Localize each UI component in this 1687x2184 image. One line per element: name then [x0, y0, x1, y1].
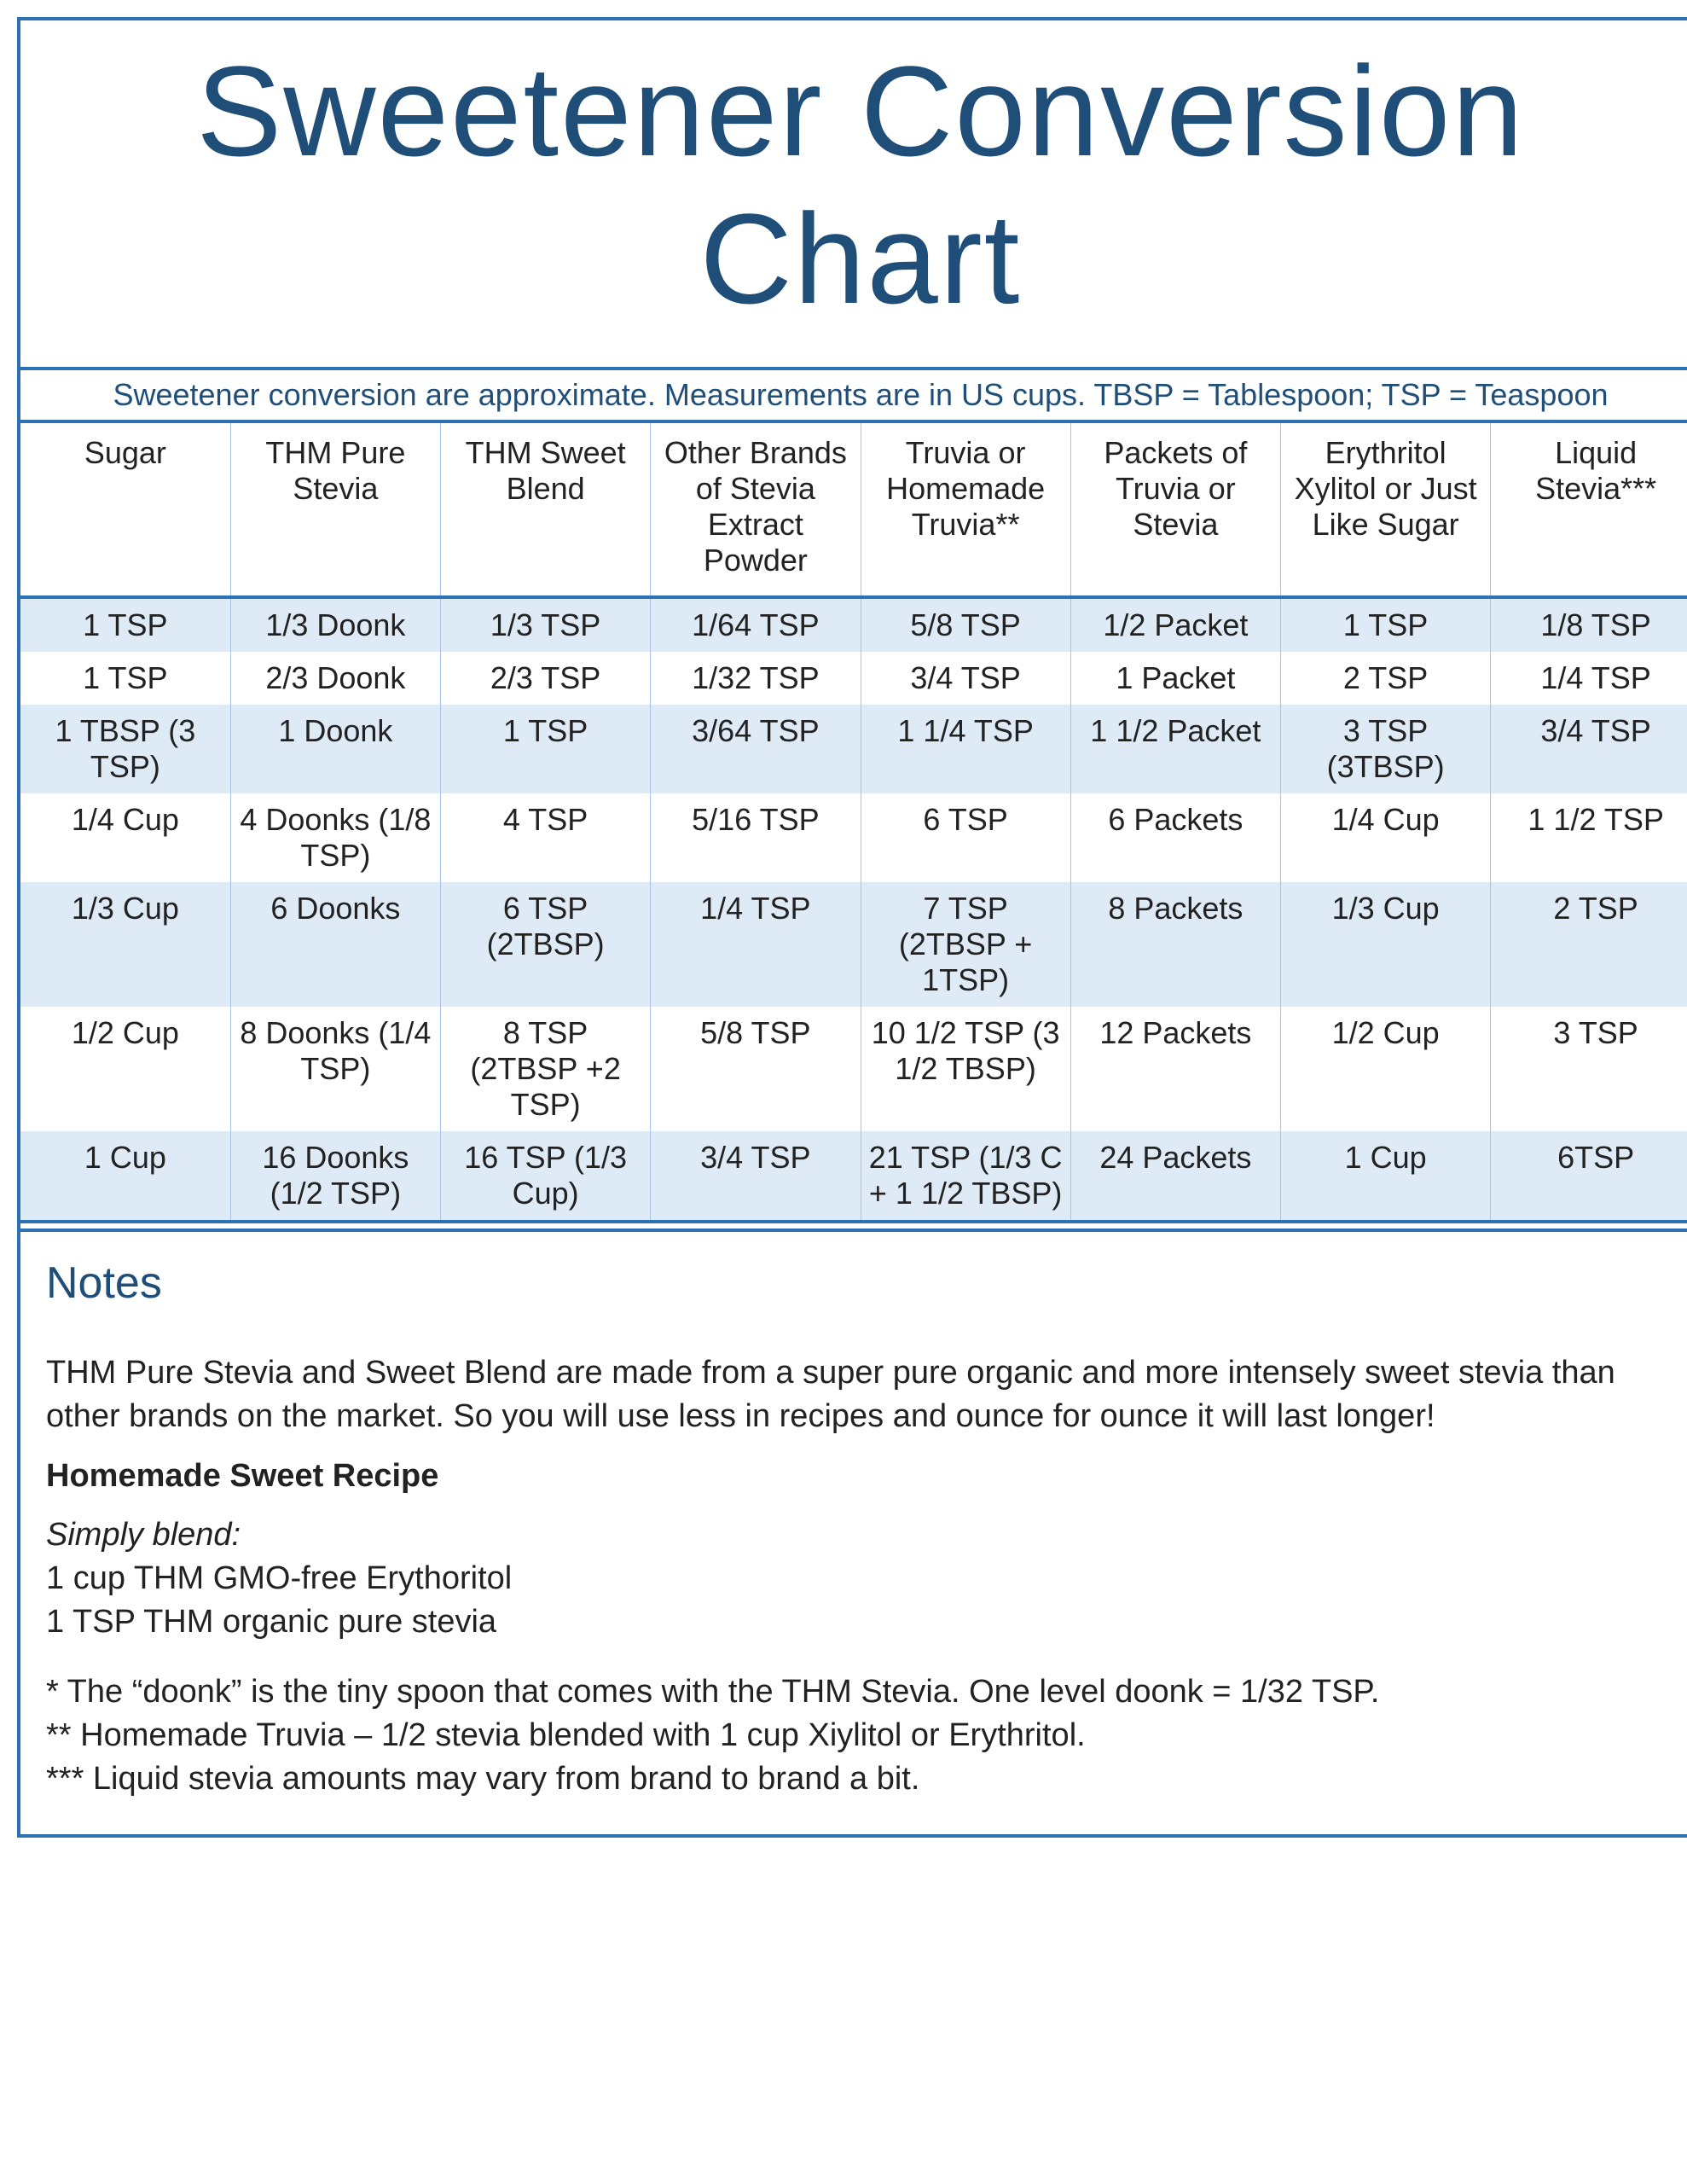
- table-row: 1 TBSP (3 TSP) 1 Doonk 1 TSP 3/64 TSP 1 …: [20, 705, 1687, 793]
- footnote: * The “doonk” is the tiny spoon that com…: [46, 1674, 1379, 1710]
- cell: 1 TBSP (3 TSP): [20, 705, 230, 793]
- col-header: THM Sweet Blend: [441, 423, 651, 597]
- recipe-lead: Simply blend:: [46, 1517, 241, 1553]
- cell: 1 TSP: [20, 652, 230, 705]
- horizontal-rule: [20, 1223, 1687, 1232]
- cell: 5/16 TSP: [651, 793, 861, 882]
- notes-intro: THM Pure Stevia and Sweet Blend are made…: [46, 1351, 1675, 1439]
- cell: 1/64 TSP: [651, 597, 861, 652]
- recipe-heading: Homemade Sweet Recipe: [46, 1455, 1675, 1498]
- cell: 1 Doonk: [230, 705, 440, 793]
- cell: 1/3 Doonk: [230, 597, 440, 652]
- col-header: Erythritol Xylitol or Just Like Sugar: [1281, 423, 1491, 597]
- col-header: Sugar: [20, 423, 230, 597]
- cell: 3/4 TSP: [651, 1131, 861, 1222]
- cell: 1/4 Cup: [1281, 793, 1491, 882]
- cell: 8 TSP (2TBSP +2 TSP): [441, 1007, 651, 1131]
- cell: 16 Doonks (1/2 TSP): [230, 1131, 440, 1222]
- cell: 5/8 TSP: [861, 597, 1070, 652]
- cell: 10 1/2 TSP (3 1/2 TBSP): [861, 1007, 1070, 1131]
- page-title: Sweetener Conversion Chart: [55, 38, 1667, 333]
- cell: 8 Packets: [1070, 882, 1280, 1007]
- notes-section: Notes THM Pure Stevia and Sweet Blend ar…: [20, 1232, 1687, 1834]
- table-row: 1/4 Cup 4 Doonks (1/8 TSP) 4 TSP 5/16 TS…: [20, 793, 1687, 882]
- cell: 1/2 Packet: [1070, 597, 1280, 652]
- cell: 1 1/2 TSP: [1491, 793, 1687, 882]
- cell: 1/8 TSP: [1491, 597, 1687, 652]
- cell: 1 TSP: [441, 705, 651, 793]
- cell: 16 TSP (1/3 Cup): [441, 1131, 651, 1222]
- cell: 1/4 TSP: [651, 882, 861, 1007]
- cell: 6 TSP: [861, 793, 1070, 882]
- conversion-table: Sugar THM Pure Stevia THM Sweet Blend Ot…: [20, 423, 1687, 1223]
- cell: 2/3 TSP: [441, 652, 651, 705]
- subtitle: Sweetener conversion are approximate. Me…: [20, 370, 1687, 423]
- recipe-line: 1 TSP THM organic pure stevia: [46, 1604, 496, 1640]
- col-header: THM Pure Stevia: [230, 423, 440, 597]
- cell: 6 TSP (2TBSP): [441, 882, 651, 1007]
- table-row: 1 TSP 2/3 Doonk 2/3 TSP 1/32 TSP 3/4 TSP…: [20, 652, 1687, 705]
- cell: 1 TSP: [20, 597, 230, 652]
- cell: 3/4 TSP: [861, 652, 1070, 705]
- cell: 3/4 TSP: [1491, 705, 1687, 793]
- table-row: 1/2 Cup 8 Doonks (1/4 TSP) 8 TSP (2TBSP …: [20, 1007, 1687, 1131]
- title-block: Sweetener Conversion Chart: [20, 20, 1687, 370]
- cell: 4 Doonks (1/8 TSP): [230, 793, 440, 882]
- notes-heading: Notes: [46, 1258, 1675, 1309]
- cell: 1 1/2 Packet: [1070, 705, 1280, 793]
- footnotes: * The “doonk” is the tiny spoon that com…: [46, 1670, 1675, 1802]
- cell: 5/8 TSP: [651, 1007, 861, 1131]
- recipe-body: Simply blend: 1 cup THM GMO-free Erythor…: [46, 1513, 1675, 1645]
- cell: 1/3 TSP: [441, 597, 651, 652]
- cell: 2 TSP: [1281, 652, 1491, 705]
- footnote: *** Liquid stevia amounts may vary from …: [46, 1761, 919, 1797]
- col-header: Packets of Truvia or Stevia: [1070, 423, 1280, 597]
- col-header: Other Brands of Stevia Extract Powder: [651, 423, 861, 597]
- cell: 1 1/4 TSP: [861, 705, 1070, 793]
- cell: 1 TSP: [1281, 597, 1491, 652]
- cell: 1/4 TSP: [1491, 652, 1687, 705]
- cell: 3 TSP (3TBSP): [1281, 705, 1491, 793]
- cell: 1/3 Cup: [20, 882, 230, 1007]
- cell: 7 TSP (2TBSP + 1TSP): [861, 882, 1070, 1007]
- cell: 1/2 Cup: [1281, 1007, 1491, 1131]
- cell: 6TSP: [1491, 1131, 1687, 1222]
- cell: 1/4 Cup: [20, 793, 230, 882]
- cell: 1/2 Cup: [20, 1007, 230, 1131]
- cell: 1/32 TSP: [651, 652, 861, 705]
- cell: 4 TSP: [441, 793, 651, 882]
- footnote: ** Homemade Truvia – 1/2 stevia blended …: [46, 1717, 1086, 1753]
- col-header: Liquid Stevia***: [1491, 423, 1687, 597]
- cell: 2 TSP: [1491, 882, 1687, 1007]
- table-row: 1 Cup 16 Doonks (1/2 TSP) 16 TSP (1/3 Cu…: [20, 1131, 1687, 1222]
- recipe-line: 1 cup THM GMO-free Erythoritol: [46, 1560, 512, 1596]
- col-header: Truvia or Homemade Truvia**: [861, 423, 1070, 597]
- table-header-row: Sugar THM Pure Stevia THM Sweet Blend Ot…: [20, 423, 1687, 597]
- cell: 6 Packets: [1070, 793, 1280, 882]
- cell: 1 Packet: [1070, 652, 1280, 705]
- cell: 1 Cup: [20, 1131, 230, 1222]
- cell: 1/3 Cup: [1281, 882, 1491, 1007]
- cell: 24 Packets: [1070, 1131, 1280, 1222]
- cell: 6 Doonks: [230, 882, 440, 1007]
- cell: 12 Packets: [1070, 1007, 1280, 1131]
- document-frame: Sweetener Conversion Chart Sweetener con…: [17, 17, 1687, 1838]
- cell: 3/64 TSP: [651, 705, 861, 793]
- table-row: 1 TSP 1/3 Doonk 1/3 TSP 1/64 TSP 5/8 TSP…: [20, 597, 1687, 652]
- table-row: 1/3 Cup 6 Doonks 6 TSP (2TBSP) 1/4 TSP 7…: [20, 882, 1687, 1007]
- cell: 2/3 Doonk: [230, 652, 440, 705]
- cell: 3 TSP: [1491, 1007, 1687, 1131]
- cell: 8 Doonks (1/4 TSP): [230, 1007, 440, 1131]
- cell: 21 TSP (1/3 C + 1 1/2 TBSP): [861, 1131, 1070, 1222]
- cell: 1 Cup: [1281, 1131, 1491, 1222]
